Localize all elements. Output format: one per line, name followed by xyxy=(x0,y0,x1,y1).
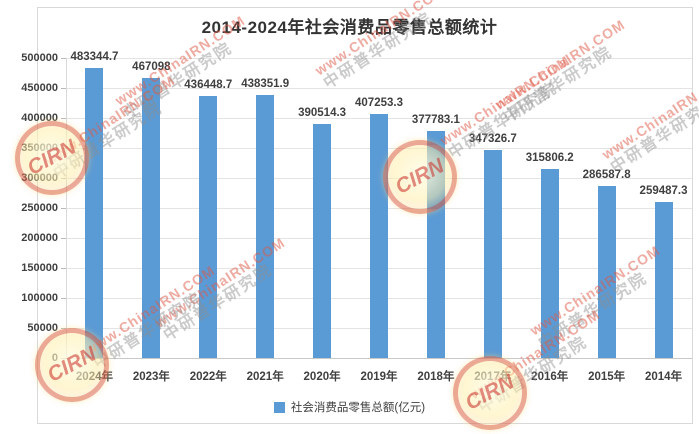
bar xyxy=(483,149,502,358)
y-axis-tick-label: 0 xyxy=(51,352,58,364)
y-axis-tick xyxy=(61,178,66,179)
bar-value-label: 407253.3 xyxy=(355,96,403,109)
bar-value-label: 483344.7 xyxy=(70,50,119,63)
bar xyxy=(85,68,104,358)
gridline xyxy=(66,58,692,59)
bar xyxy=(142,77,161,358)
x-axis-tick-label: 2020年 xyxy=(303,371,341,383)
bar-value-label: 467098 xyxy=(132,60,171,73)
bar-value-label: 347326.7 xyxy=(468,132,517,145)
x-axis-tick-label: 2019年 xyxy=(360,371,398,383)
legend-swatch-icon xyxy=(273,401,285,413)
gridline xyxy=(66,358,692,359)
y-axis-tick-label: 500000 xyxy=(21,52,58,64)
plot-area xyxy=(66,58,692,359)
y-axis-tick xyxy=(61,58,66,59)
y-axis-tick xyxy=(61,118,66,119)
bar-value-label: 259487.3 xyxy=(639,185,688,198)
bar xyxy=(426,131,445,358)
y-axis-tick-label: 350000 xyxy=(21,142,58,154)
x-axis-tick-label: 2014年 xyxy=(644,371,683,383)
bar-value-label: 390514.3 xyxy=(298,106,347,119)
bar-value-label: 286587.8 xyxy=(582,169,631,182)
y-axis-tick-label: 200000 xyxy=(21,232,58,244)
y-axis-tick-label: 300000 xyxy=(21,172,58,184)
y-axis-tick-label: 150000 xyxy=(21,262,58,274)
chart-frame-border xyxy=(37,7,693,424)
y-axis-tick xyxy=(61,328,66,329)
bar xyxy=(199,96,218,358)
gridline xyxy=(66,88,692,89)
y-axis-tick xyxy=(61,208,66,209)
x-axis-tick-label: 2016年 xyxy=(531,371,569,383)
legend-label: 社会消费品零售总额(亿元) xyxy=(290,402,426,414)
chart-title: 2014-2024年社会消费品零售总额统计 xyxy=(201,18,498,37)
y-axis-tick xyxy=(61,88,66,89)
y-axis-tick-label: 450000 xyxy=(21,82,58,94)
y-axis-tick-label: 100000 xyxy=(21,292,58,304)
bar xyxy=(256,95,275,358)
y-axis-tick-label: 400000 xyxy=(21,112,58,124)
bar xyxy=(597,186,616,358)
bar xyxy=(540,168,559,358)
x-axis-tick-label: 2015年 xyxy=(588,371,626,383)
bar-value-label: 377783.1 xyxy=(411,114,460,127)
bar-value-label: 436448.7 xyxy=(184,79,233,92)
legend: 社会消费品零售总额(亿元) xyxy=(0,399,699,415)
y-axis-tick xyxy=(61,298,66,299)
y-axis-tick-label: 250000 xyxy=(21,202,58,214)
x-axis-tick-label: 2017年 xyxy=(474,371,512,383)
y-axis-tick xyxy=(61,268,66,269)
bar xyxy=(313,123,332,358)
bar-value-label: 438351.9 xyxy=(241,77,290,90)
x-axis-tick-label: 2018年 xyxy=(417,371,455,383)
x-axis-tick-label: 2022年 xyxy=(189,371,227,383)
x-axis-tick-label: 2021年 xyxy=(246,371,284,383)
y-axis-tick xyxy=(61,358,66,359)
bar xyxy=(654,202,673,358)
y-axis-line xyxy=(66,58,67,358)
bar xyxy=(370,113,388,358)
x-axis-tick-label: 2024年 xyxy=(75,371,113,383)
y-axis-tick xyxy=(61,238,66,239)
bar-value-label: 315806.2 xyxy=(525,151,574,164)
y-axis-tick-label: 50000 xyxy=(27,322,58,334)
y-axis-tick xyxy=(61,148,66,149)
x-axis-tick-label: 2023年 xyxy=(132,371,170,383)
